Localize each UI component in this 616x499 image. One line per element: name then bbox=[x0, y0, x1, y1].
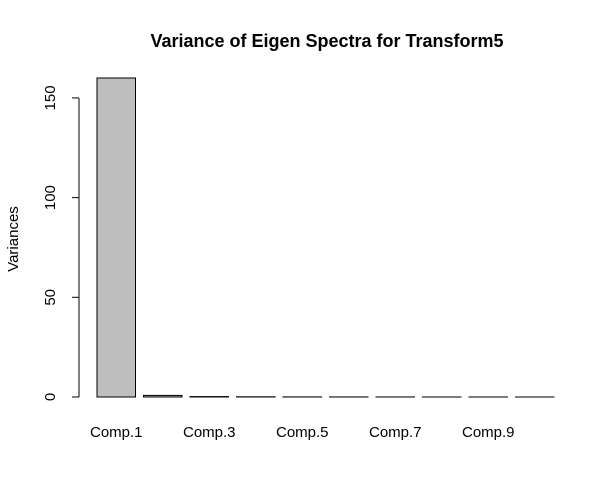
x-tick-label: Comp.5 bbox=[276, 424, 329, 441]
y-axis: 0 50 100 150 bbox=[42, 85, 80, 401]
y-axis-label: Variances bbox=[5, 206, 22, 272]
x-tick-label: Comp.1 bbox=[90, 424, 143, 441]
y-tick-label: 100 bbox=[42, 185, 59, 210]
x-tick-label: Comp.7 bbox=[369, 424, 422, 441]
x-tick-label: Comp.3 bbox=[183, 424, 236, 441]
x-tick-label: Comp.9 bbox=[462, 424, 515, 441]
bar-comp-2 bbox=[143, 394, 183, 398]
y-tick-label: 50 bbox=[42, 289, 59, 306]
y-tick-label: 0 bbox=[42, 393, 59, 401]
bars bbox=[96, 77, 555, 398]
x-tick-labels: Comp.1 Comp.3 Comp.5 Comp.7 Comp.9 bbox=[90, 424, 515, 441]
chart-title: Variance of Eigen Spectra for Transform5 bbox=[150, 31, 503, 51]
y-tick-label: 150 bbox=[42, 85, 59, 110]
bar-comp-1 bbox=[96, 77, 136, 398]
